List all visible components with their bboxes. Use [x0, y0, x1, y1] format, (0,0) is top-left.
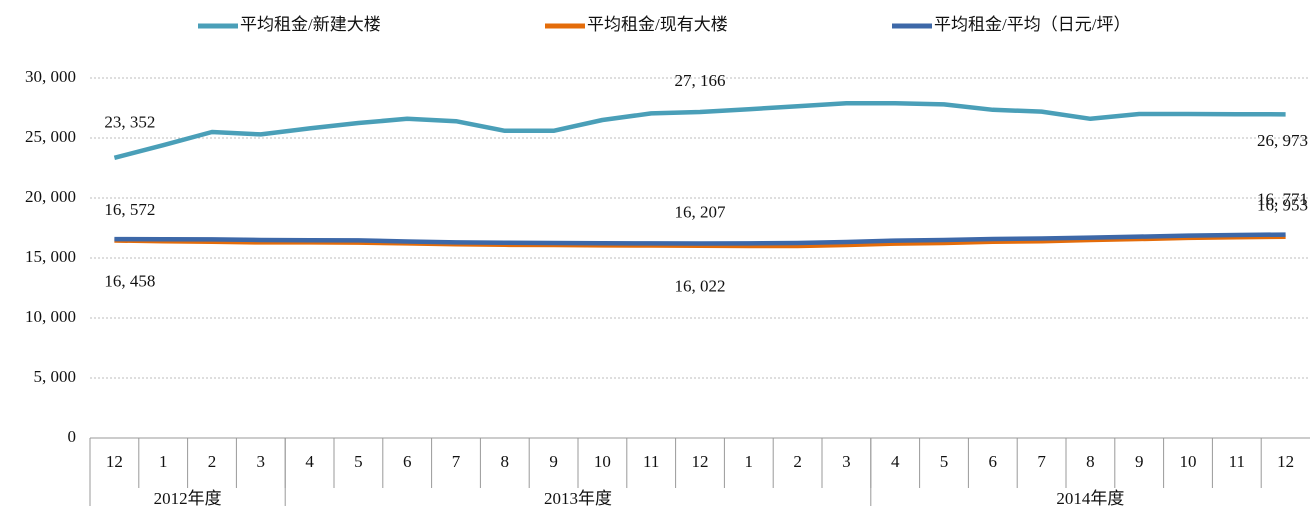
- x-tick-label: 1: [159, 452, 168, 471]
- x-tick-label: 9: [1135, 452, 1144, 471]
- x-tick-label: 6: [403, 452, 412, 471]
- x-tick-label: 5: [940, 452, 949, 471]
- x-tick-label: 4: [891, 452, 900, 471]
- x-group-label: 2014年度: [1056, 489, 1124, 506]
- x-tick-label: 7: [452, 452, 461, 471]
- x-tick-label: 9: [549, 452, 558, 471]
- x-tick-label: 10: [594, 452, 611, 471]
- x-tick-label: 3: [257, 452, 266, 471]
- x-tick-label: 7: [1037, 452, 1046, 471]
- data-label: 23, 352: [104, 113, 155, 132]
- legend-label: 平均租金/平均（日元/坪）: [934, 15, 1130, 34]
- data-label: 16, 953: [1257, 195, 1308, 214]
- x-tick-label: 8: [501, 452, 510, 471]
- y-tick-label: 20, 000: [25, 187, 76, 206]
- x-tick-label: 5: [354, 452, 363, 471]
- series-line: [114, 232, 1286, 246]
- data-label: 27, 166: [675, 71, 726, 90]
- x-tick-label: 1: [745, 452, 754, 471]
- y-tick-label: 5, 000: [34, 367, 77, 386]
- x-group-label: 2013年度: [544, 489, 612, 506]
- legend-label: 平均租金/现有大楼: [587, 15, 728, 34]
- x-tick-label: 4: [305, 452, 314, 471]
- y-tick-label: 15, 000: [25, 247, 76, 266]
- x-tick-label: 12: [1277, 452, 1294, 471]
- x-tick-label: 12: [692, 452, 709, 471]
- y-tick-label: 10, 000: [25, 307, 76, 326]
- data-label: 26, 973: [1257, 131, 1308, 150]
- data-label: 16, 022: [675, 277, 726, 296]
- x-group-label: 2012年度: [154, 489, 222, 506]
- x-tick-label: 6: [989, 452, 998, 471]
- y-tick-label: 30, 000: [25, 67, 76, 86]
- legend-label: 平均租金/新建大楼: [240, 15, 381, 34]
- data-label: 16, 572: [104, 200, 155, 219]
- series-line: [113, 100, 1286, 160]
- x-tick-label: 11: [1229, 452, 1245, 471]
- data-label: 16, 207: [675, 202, 727, 221]
- x-tick-label: 2: [208, 452, 217, 471]
- x-tick-label: 3: [842, 452, 851, 471]
- x-tick-label: 11: [643, 452, 659, 471]
- x-tick-label: 10: [1180, 452, 1197, 471]
- data-label: 16, 771: [1257, 190, 1308, 209]
- x-tick-label: 8: [1086, 452, 1095, 471]
- y-tick-label: 0: [68, 427, 77, 446]
- x-tick-label: 2: [793, 452, 802, 471]
- x-tick-label: 12: [106, 452, 123, 471]
- y-tick-label: 25, 000: [25, 127, 76, 146]
- data-label: 16, 458: [104, 271, 155, 290]
